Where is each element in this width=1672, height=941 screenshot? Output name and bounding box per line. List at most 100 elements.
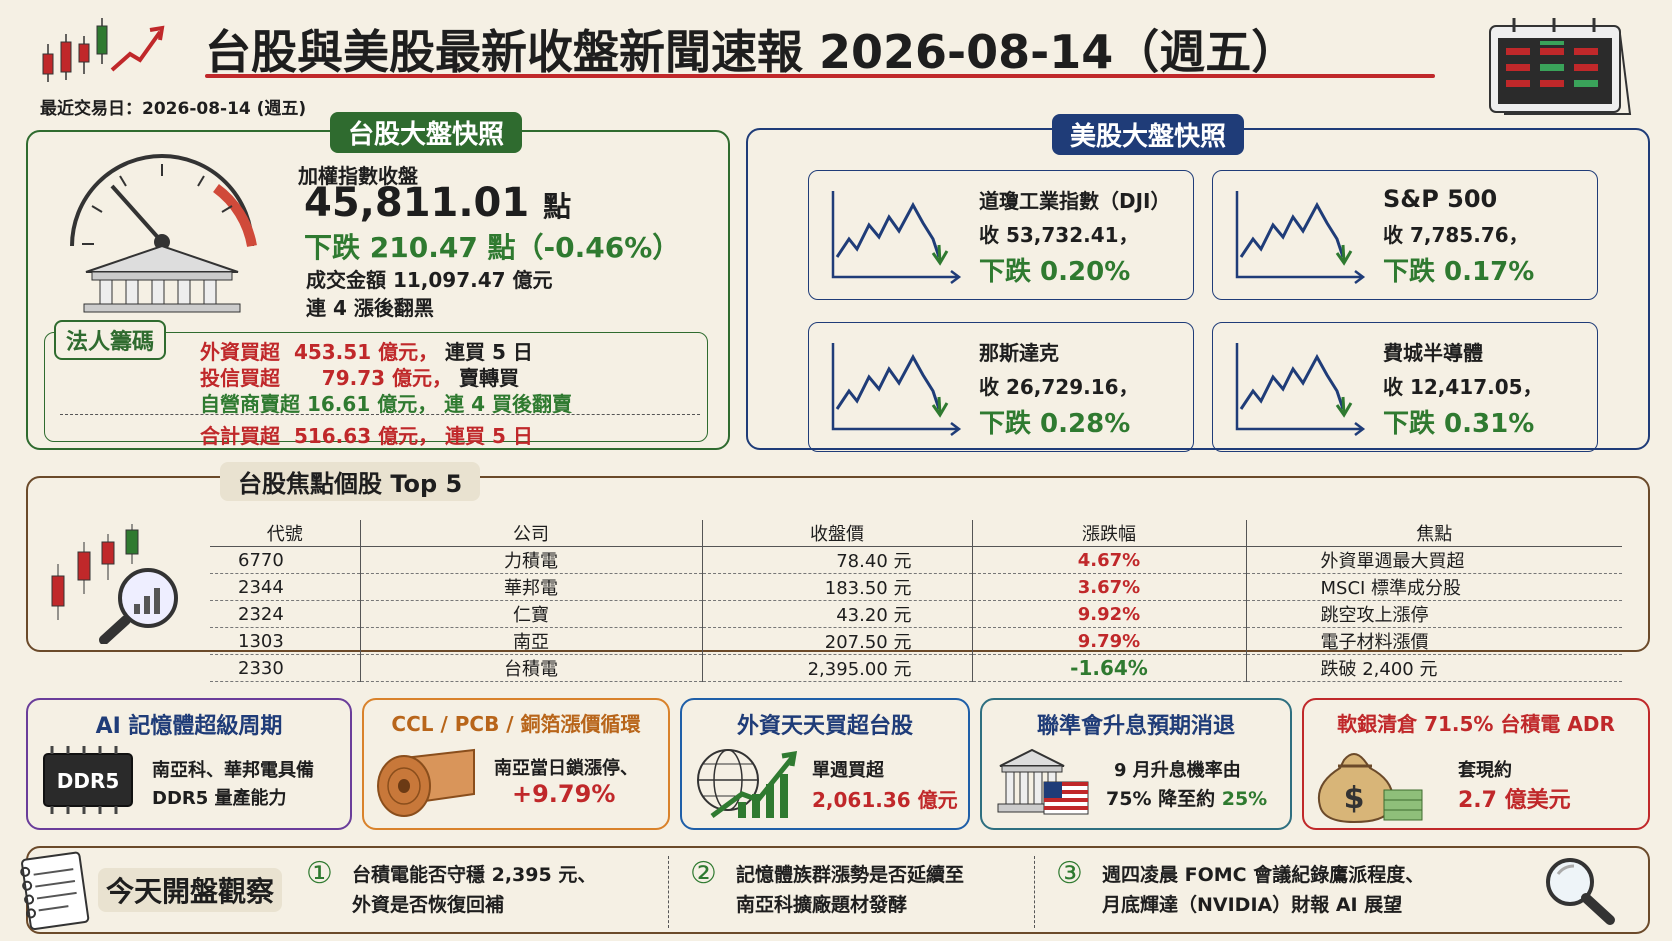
institutional-title: 法人籌碼 [54, 320, 167, 360]
stock-change: 9.79% [971, 627, 1246, 655]
theme-line2: +9.79% [512, 780, 616, 808]
us-index-card: 那斯達克 收 26,729.16， 下跌 0.28% [808, 322, 1194, 452]
stock-change: -1.64% [971, 654, 1246, 682]
stock-close: 207.50 元 [701, 627, 972, 655]
watch-num: ③ [1056, 856, 1083, 891]
stock-change: 4.67% [971, 546, 1246, 574]
col-code: 代號 [210, 520, 360, 547]
watch-line2: 南亞科擴廠題材發酵 [736, 894, 908, 916]
streak: 連 4 漲後翻黑 [306, 296, 434, 320]
candles-magnifier-icon [44, 524, 194, 645]
focus-stocks-title: 台股焦點個股 Top 5 [220, 462, 481, 501]
line-chart-down-icon [823, 339, 963, 439]
ddr5-chip-icon: DDR5 [38, 746, 138, 816]
col-close: 收盤價 [701, 520, 972, 547]
stock-company: 台積電 [359, 654, 702, 682]
watch-line2: 月底輝達（NVIDIA）財報 AI 展望 [1102, 894, 1403, 916]
theme-line1: 套現約 [1458, 760, 1512, 781]
trade-date: 最近交易日：2026-08-14 (週五) [40, 99, 307, 119]
calendar-board-icon [1484, 14, 1634, 124]
theme-line2: DDR5 量產能力 [152, 788, 287, 809]
theme-card-ai-memory: AI 記憶體超級周期 DDR5 南亞科、華邦電具備 DDR5 量產能力 [26, 698, 352, 830]
theme-title: 外資天天買超台股 [736, 714, 913, 739]
fed-building-flag-icon [992, 744, 1092, 824]
us-market-title: 美股大盤快照 [1052, 114, 1245, 155]
stock-focus: 電子材料漲價 [1245, 627, 1622, 655]
index-value-row: 45,811.01 點 [304, 180, 571, 226]
us-index-close: 收 53,732.41， [979, 223, 1139, 247]
table-row: 2344 華邦電 183.50 元 3.67% MSCI 標準成分股 [210, 573, 1622, 601]
watch-num: ② [690, 856, 717, 891]
institutional-panel [44, 332, 708, 442]
line-chart-down-icon [1227, 339, 1367, 439]
index-change: 下跌 210.47 點（-0.46%） [304, 231, 681, 264]
tw-market-title: 台股大盤快照 [330, 112, 523, 153]
money-bag-icon: $ [1314, 740, 1424, 826]
globe-chart-icon [692, 744, 802, 824]
us-index-card: 道瓊工業指數（DJI） 收 53,732.41， 下跌 0.20% [808, 170, 1194, 300]
index-value: 45,811.01 [304, 180, 530, 226]
institutional-rows: 外資買超 453.51 億元， 連買 5 日 投信買超 79.73 億元， 賣轉… [60, 336, 700, 448]
index-unit: 點 [543, 190, 572, 223]
theme-line1: 南亞科、華邦電具備 [152, 760, 314, 781]
stock-focus: 跳空攻上漲停 [1245, 600, 1622, 628]
stock-company: 仁寶 [359, 600, 702, 628]
table-row: 2330 台積電 2,395.00 元 -1.64% 跌破 2,400 元 [210, 654, 1622, 682]
us-index-change: 下跌 0.31% [1383, 409, 1535, 439]
theme-title: CCL / PCB / 銅箔漲價循環 [391, 712, 641, 736]
stock-company: 華邦電 [359, 573, 702, 601]
title-underline [205, 74, 1435, 78]
inst-row-total: 合計買超 516.63 億元， 連買 5 日 [200, 424, 533, 448]
stock-company: 力積電 [359, 546, 702, 574]
us-index-close: 收 26,729.16， [979, 375, 1139, 399]
table-header-row: 代號 公司 收盤價 漲跌幅 焦點 [210, 520, 1622, 547]
theme-card-ccl-pcb: CCL / PCB / 銅箔漲價循環 南亞當日鎖漲停、 +9.79% [362, 698, 670, 830]
stock-change: 9.92% [971, 600, 1246, 628]
money-bag-symbol: $ [1344, 781, 1365, 816]
turnover: 成交金額 11,097.47 億元 [306, 268, 553, 292]
theme-line2: 75% 降至約 25% [1106, 788, 1268, 810]
watch-line1: 記憶體族群漲勢是否延續至 [736, 864, 965, 886]
stock-close: 43.20 元 [701, 600, 972, 628]
us-index-card: S&P 500 收 7,785.76， 下跌 0.17% [1212, 170, 1598, 300]
stock-close: 2,395.00 元 [701, 654, 972, 682]
stock-close: 78.40 元 [701, 546, 972, 574]
theme-card-fed: 聯準會升息預期消退 9 月升息機率由 75% 降至約 25% [980, 698, 1292, 830]
focus-stocks-table-wrap: 代號 公司 收盤價 漲跌幅 焦點 6770 力積電 78.40 元 4.67% … [210, 520, 1622, 682]
magnifier-icon [1540, 852, 1620, 928]
stock-code: 6770 [210, 546, 360, 574]
table-row: 2324 仁寶 43.20 元 9.92% 跳空攻上漲停 [210, 600, 1622, 628]
stock-focus: 外資單週最大買超 [1245, 546, 1622, 574]
watch-divider-2 [1034, 856, 1035, 928]
stock-close: 183.50 元 [701, 573, 972, 601]
watch-line2: 外資是否恢復回補 [352, 894, 505, 916]
stock-code: 2330 [210, 654, 360, 682]
inst-row-trust: 投信買超 79.73 億元， 賣轉買 [200, 366, 519, 390]
col-company: 公司 [359, 520, 702, 547]
stock-code: 2344 [210, 573, 360, 601]
theme-line1: 9 月升息機率由 [1114, 760, 1241, 781]
focus-stocks-table: 代號 公司 收盤價 漲跌幅 焦點 6770 力積電 78.40 元 4.67% … [210, 520, 1622, 682]
theme-title: 軟銀清倉 71.5% 台積電 ADR [1337, 712, 1615, 736]
theme-title: AI 記憶體超級周期 [95, 714, 283, 739]
us-index-name: 費城半導體 [1383, 341, 1483, 365]
ddr5-chip-label: DDR5 [57, 769, 120, 793]
stock-change: 3.67% [971, 573, 1246, 601]
watch-num: ① [306, 856, 333, 891]
watch-line1: 台積電能否守穩 2,395 元、 [352, 864, 597, 886]
us-index-close: 收 12,417.05， [1383, 375, 1543, 399]
table-row: 1303 南亞 207.50 元 9.79% 電子材料漲價 [210, 627, 1622, 655]
us-index-change: 下跌 0.20% [979, 257, 1131, 287]
theme-line2: 2,061.36 億元 [812, 788, 958, 812]
table-row: 6770 力積電 78.40 元 4.67% 外資單週最大買超 [210, 546, 1622, 574]
watch-title: 今天開盤觀察 [98, 868, 283, 912]
theme-line1: 南亞當日鎖漲停、 [494, 758, 638, 779]
gauge-bank-icon [56, 146, 268, 316]
stock-code: 2324 [210, 600, 360, 628]
stock-focus: MSCI 標準成分股 [1245, 573, 1622, 601]
us-index-name: 那斯達克 [979, 341, 1059, 365]
theme-line1: 單週買超 [812, 760, 884, 781]
watch-divider-1 [668, 856, 669, 928]
stock-focus: 跌破 2,400 元 [1245, 654, 1622, 682]
watch-line1: 週四凌晨 FOMC 會議紀錄鷹派程度、 [1102, 864, 1425, 886]
